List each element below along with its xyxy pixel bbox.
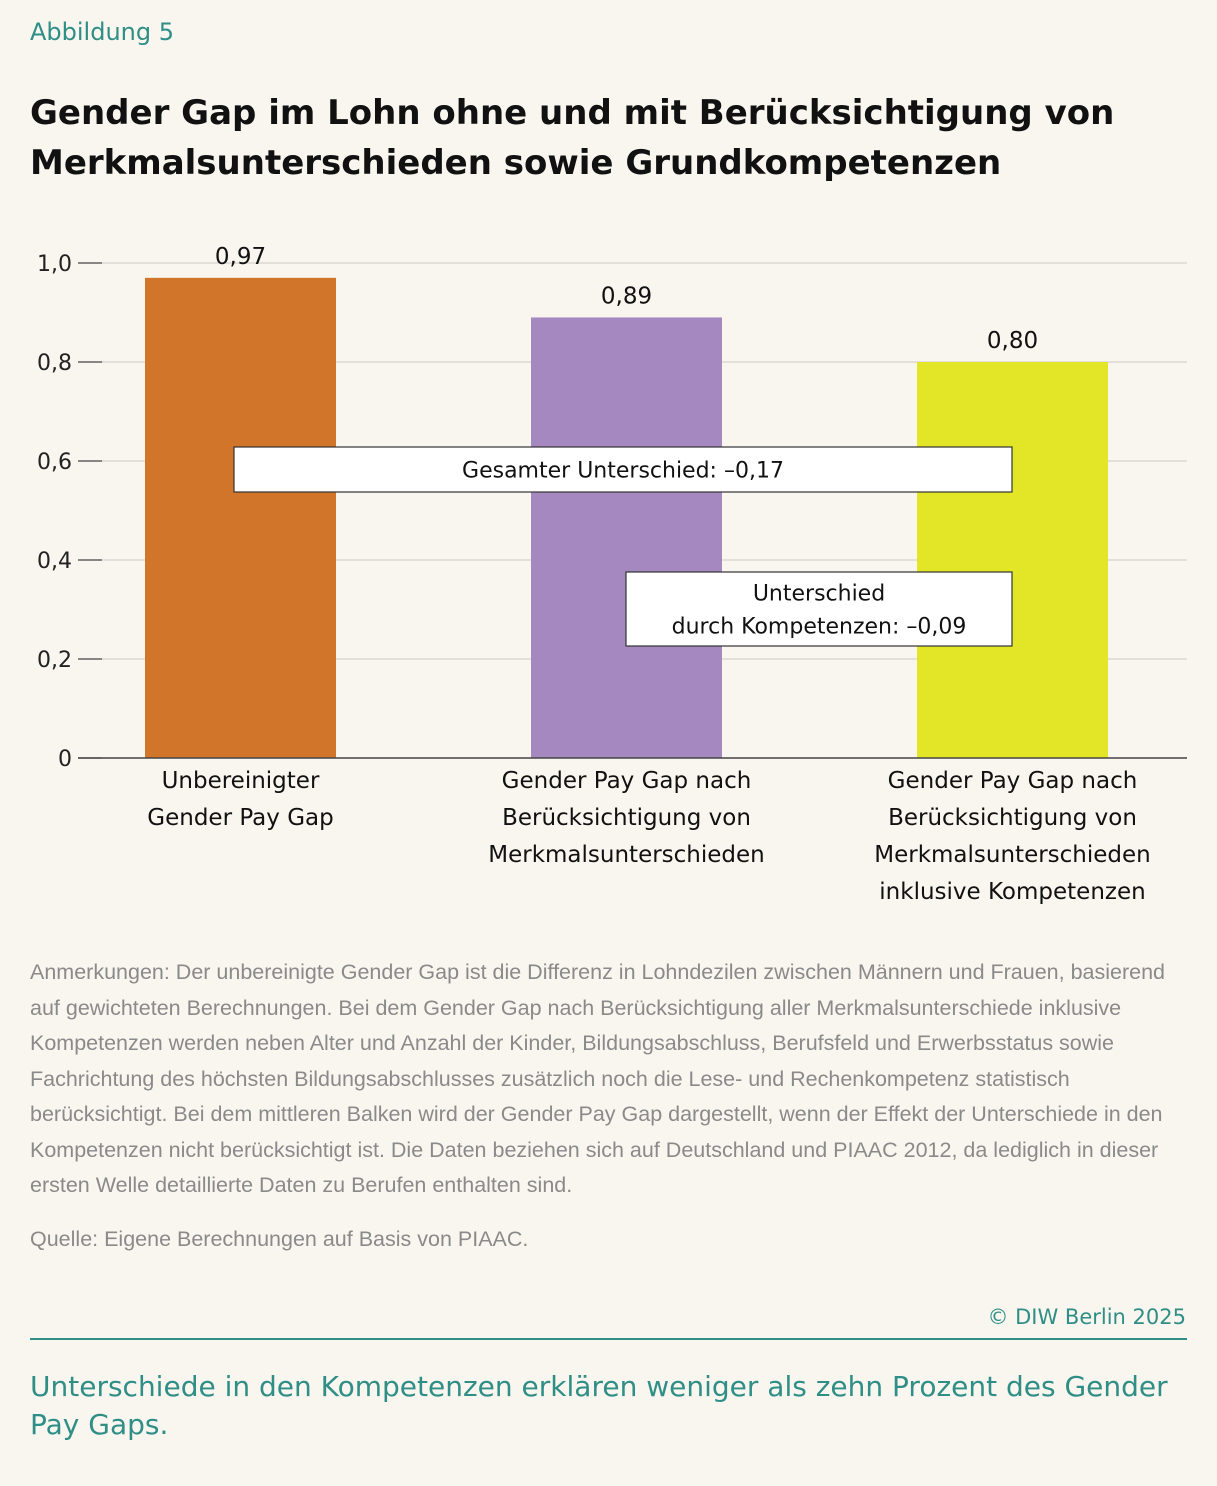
annotation-text: Unterschied durch Kompetenzen: –0,09 [672,582,967,640]
bar [917,362,1108,758]
annotation-text: Gesamter Unterschied: –0,17 [462,459,784,484]
annotation-box [233,446,1013,493]
bar-chart: 0 0,2 0,4 0,6 0,8 1,0 0,97 0,89 0,80 Unbereinigte… [37,244,1187,905]
bar-value-label: 0,97 [215,244,266,270]
bar [145,277,336,758]
chart-source: Quelle: Eigene Berechnungen auf Basis vo… [30,1227,529,1251]
bar [531,317,722,758]
y-tick-label: 0,2 [37,648,72,673]
y-tick-label: 0,8 [37,351,72,376]
bar-value-label: 0,80 [987,328,1038,354]
x-category-label: Gender Pay Gap nach Berücksichtigung von M… [874,768,1151,905]
figure-label: Abbildung 5 [30,18,175,46]
x-category-label: Gender Pay Gap nach Berücksichtigung von M… [488,768,765,868]
y-tick-label: 1,0 [37,252,72,277]
chart-title: Gender Gap im Lohn ohne und mit Berücksi… [30,93,1115,183]
y-tick-label: 0 [58,747,72,772]
takeaway-text: Unterschiede in den Kompetenzen erklären… [30,1370,1168,1441]
copyright: © DIW Berlin 2025 [987,1305,1186,1329]
divider [30,1338,1187,1340]
x-category-label: Unbereinigter Gender Pay Gap [147,768,333,831]
chart-notes: Anmerkungen: Der unbereinigte Gender Gap… [30,960,1166,1197]
y-tick-label: 0,6 [37,450,72,475]
y-tick-label: 0,4 [37,549,72,574]
bar-value-label: 0,89 [601,283,652,309]
annotation-box [625,571,1013,647]
